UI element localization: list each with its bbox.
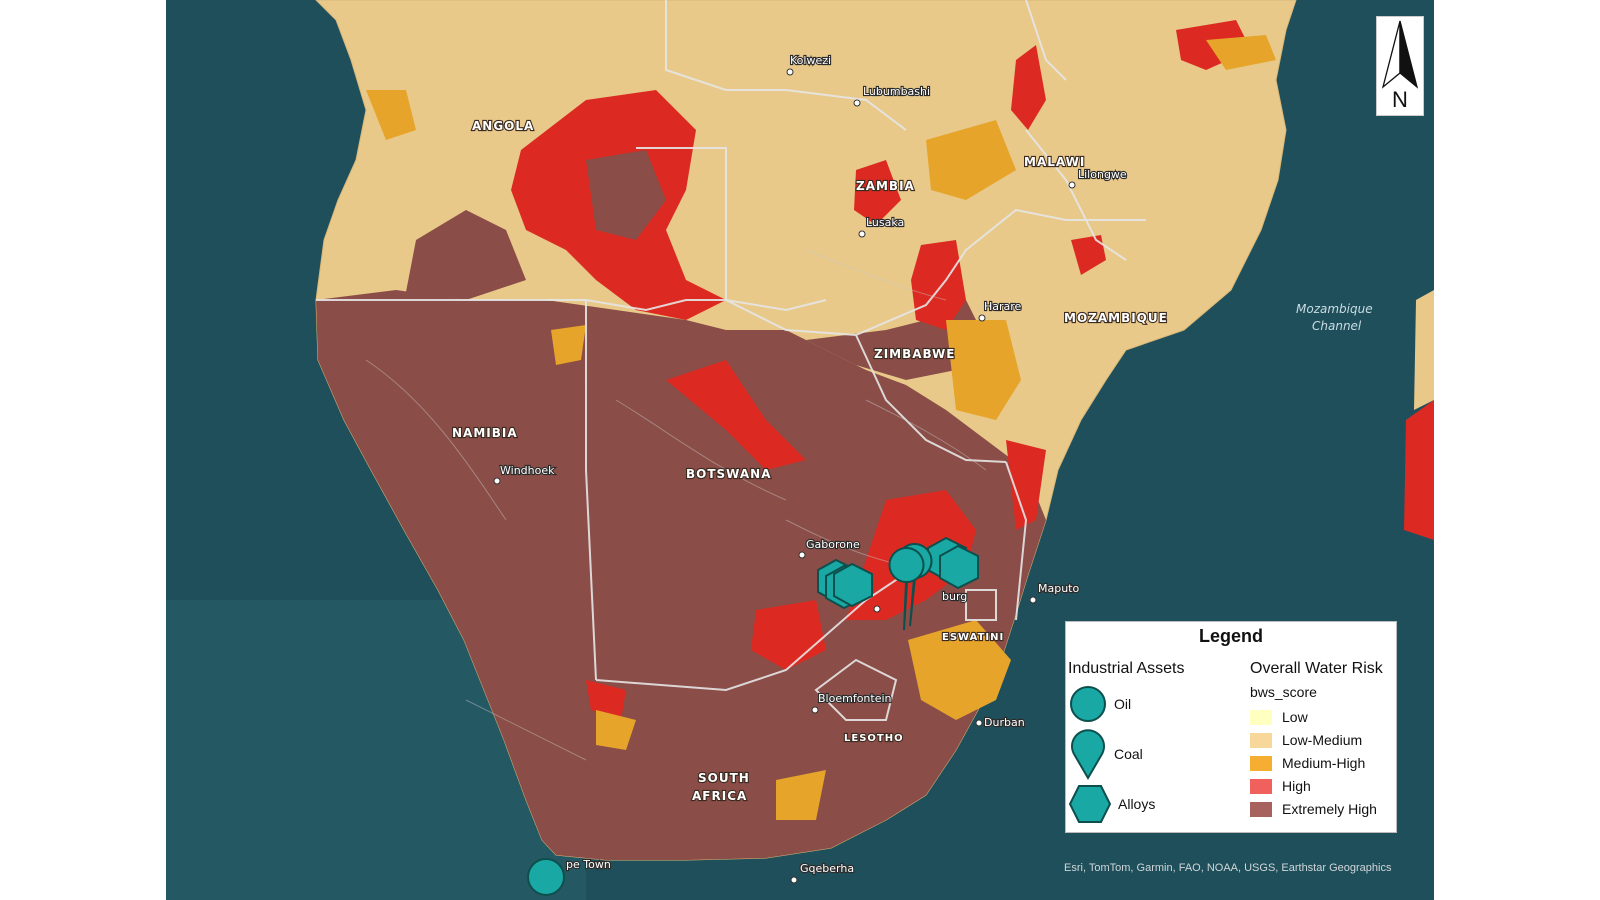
risk-label: Low [1282, 709, 1308, 725]
city-label-lubumbashi: Lubumbashi [863, 85, 930, 98]
country-label-mozambique: MOZAMBIQUE [1064, 311, 1168, 325]
water-risk-map[interactable]: ANGOLA ZAMBIA MALAWI MOZAMBIQUE ZIMBABWE… [166, 0, 1434, 900]
risk-swatch [1250, 778, 1272, 794]
city-label-cape-town: pe Town [566, 858, 611, 871]
medium-high-namibia-north [551, 325, 586, 365]
country-label-angola: ANGOLA [472, 119, 534, 133]
city-label-durban: Durban [984, 716, 1025, 729]
country-label-malawi: MALAWI [1024, 155, 1085, 169]
legend-risk-high: High [1250, 777, 1311, 795]
high-zambia [854, 160, 901, 225]
sea-label-mozambique: Mozambique [1296, 302, 1373, 316]
country-label-zambia: ZAMBIA [856, 179, 915, 193]
country-label-africa: AFRICA [692, 789, 747, 803]
city-label-burg: burg [942, 590, 967, 603]
north-arrow-icon [1381, 20, 1419, 89]
sea-label-channel: Channel [1312, 319, 1362, 333]
city-dots [493, 68, 1076, 884]
medium-high-karoo [596, 710, 636, 750]
country-label-zimbabwe: ZIMBABWE [874, 347, 955, 361]
legend-asset-alloys: Alloys [1068, 784, 1155, 824]
risk-swatch [1250, 755, 1272, 771]
city-label-harare: Harare [984, 300, 1022, 313]
medium-high-eastern-cape [776, 770, 826, 820]
city-label-gaborone: Gaborone [806, 538, 860, 551]
legend-risk-extremely-high: Extremely High [1250, 800, 1377, 818]
city-label-bloemfontein: Bloemfontein [818, 692, 892, 705]
coal-marker[interactable] [888, 547, 925, 631]
country-label-lesotho: LESOTHO [844, 733, 904, 744]
legend-risk-low-medium: Low-Medium [1250, 731, 1362, 749]
risk-swatch [1250, 801, 1272, 817]
legend-asset-oil: Oil [1068, 684, 1131, 724]
legend: Legend Industrial Assets Overall Water R… [1065, 621, 1397, 833]
risk-label: Low-Medium [1282, 732, 1363, 748]
extremely-high-angola-core [586, 150, 666, 240]
risk-label: Medium-High [1282, 755, 1366, 771]
legend-asset-label: Oil [1114, 696, 1132, 712]
risk-label: Extremely High [1282, 801, 1377, 817]
medium-high-zambia-east [926, 120, 1016, 200]
city-label-lusaka: Lusaka [866, 216, 904, 229]
medium-high-kwazulu [908, 620, 1011, 720]
map-frame[interactable]: ANGOLA ZAMBIA MALAWI MOZAMBIQUE ZIMBABWE… [166, 0, 1434, 900]
country-label-eswatini: ESWATINI [942, 632, 1004, 643]
madagascar-high [1404, 400, 1434, 540]
risk-swatch [1250, 732, 1272, 748]
high-botswana-north [666, 360, 806, 470]
medium-high-tanzania [1206, 35, 1276, 70]
city-label-maputo: Maputo [1038, 582, 1079, 595]
legend-risk-medium-high: Medium-High [1250, 754, 1365, 772]
circle-icon [1070, 686, 1106, 722]
city-label-lilongwe: Lilongwe [1078, 168, 1127, 181]
water-risk-heading: Overall Water Risk [1250, 660, 1383, 677]
pin-icon [1071, 729, 1105, 780]
legend-title: Legend [1198, 626, 1263, 646]
city-label-gqeberha: Gqeberha [800, 862, 854, 875]
risk-label: High [1282, 778, 1311, 794]
country-label-botswana: BOTSWANA [686, 467, 772, 481]
legend-asset-label: Coal [1114, 746, 1143, 762]
city-label-windhoek: Windhoek [500, 464, 555, 477]
hexagon-icon [1068, 785, 1112, 823]
medium-high-angola-coast [366, 90, 416, 140]
north-letter: N [1392, 87, 1408, 112]
north-arrow: N [1376, 16, 1424, 116]
country-borders [316, 0, 1146, 721]
high-malawi-north [1011, 45, 1046, 130]
country-label-south: SOUTH [698, 771, 750, 785]
oil-marker[interactable] [527, 858, 565, 896]
legend-asset-coal: Coal [1068, 728, 1143, 780]
rivers [365, 249, 987, 761]
high-mozambique-south [1006, 440, 1046, 530]
legend-risk-low: Low [1250, 708, 1308, 726]
alloys-marker[interactable] [833, 562, 873, 608]
high-zimbabwe-east [911, 240, 966, 330]
high-malawi-south [1071, 235, 1106, 275]
city-label-kolwezi: Kolwezi [790, 54, 831, 67]
industrial-assets-heading: Industrial Assets [1068, 660, 1185, 677]
medium-high-zimbabwe-south [946, 320, 1021, 420]
alloys-marker[interactable] [939, 544, 979, 590]
asset-markers[interactable] [527, 536, 979, 896]
map-attribution: Esri, TomTom, Garmin, FAO, NOAA, USGS, E… [1064, 862, 1392, 874]
country-label-namibia: NAMIBIA [452, 426, 518, 440]
risk-swatch [1250, 709, 1272, 725]
madagascar-low-medium [1414, 290, 1434, 410]
extremely-high-region [316, 290, 1046, 860]
extremely-high-namib-north [406, 210, 526, 300]
bws-score-field: bws_score [1250, 684, 1317, 700]
legend-asset-label: Alloys [1118, 796, 1156, 812]
